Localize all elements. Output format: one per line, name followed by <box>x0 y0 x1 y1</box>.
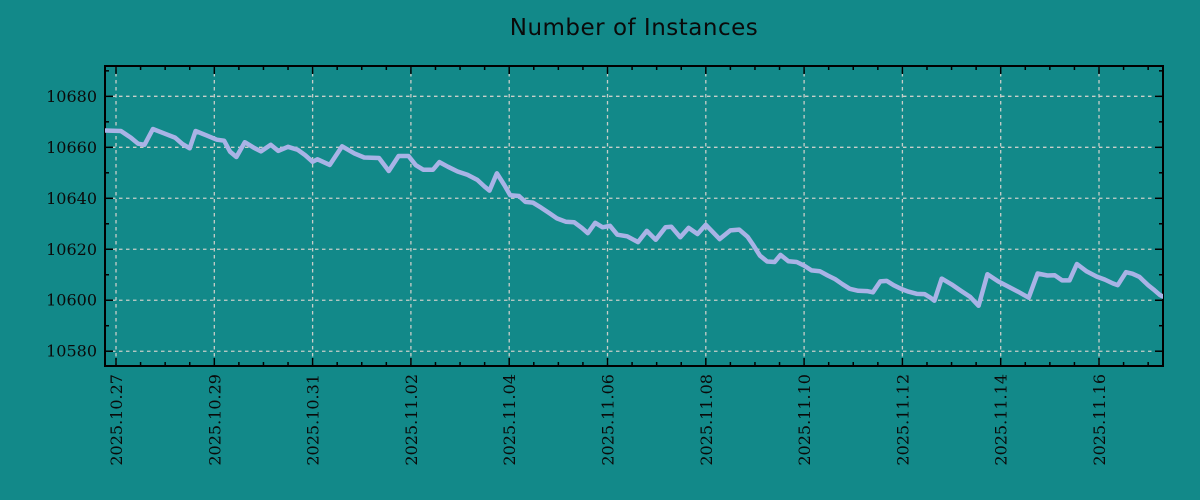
y-tick-label: 10660 <box>46 138 97 157</box>
y-tick-label: 10620 <box>46 240 97 259</box>
y-tick-label: 10580 <box>46 342 97 361</box>
x-tick-label: 2025.11.04 <box>500 374 519 466</box>
data-line-instances <box>105 126 1163 309</box>
x-tick-label: 2025.11.16 <box>1090 374 1109 466</box>
x-tick-label: 2025.10.27 <box>107 374 126 466</box>
x-tick-label: 2025.11.12 <box>893 374 912 466</box>
plot-frame <box>104 65 1164 367</box>
x-tick-label: 2025.11.10 <box>795 374 814 466</box>
y-tick-label: 10680 <box>46 87 97 106</box>
x-tick-label: 2025.11.06 <box>599 374 618 466</box>
x-tick-label: 2025.10.29 <box>205 374 224 466</box>
x-tick-label: 2025.11.14 <box>992 374 1011 466</box>
chart-title: Number of Instances <box>509 15 759 41</box>
x-tick-label: 2025.10.31 <box>304 374 323 466</box>
x-tick-label: 2025.11.08 <box>697 374 716 466</box>
y-tick-label: 10600 <box>46 291 97 310</box>
x-tick-label: 2025.11.02 <box>402 374 421 466</box>
y-tick-label: 10640 <box>46 189 97 208</box>
